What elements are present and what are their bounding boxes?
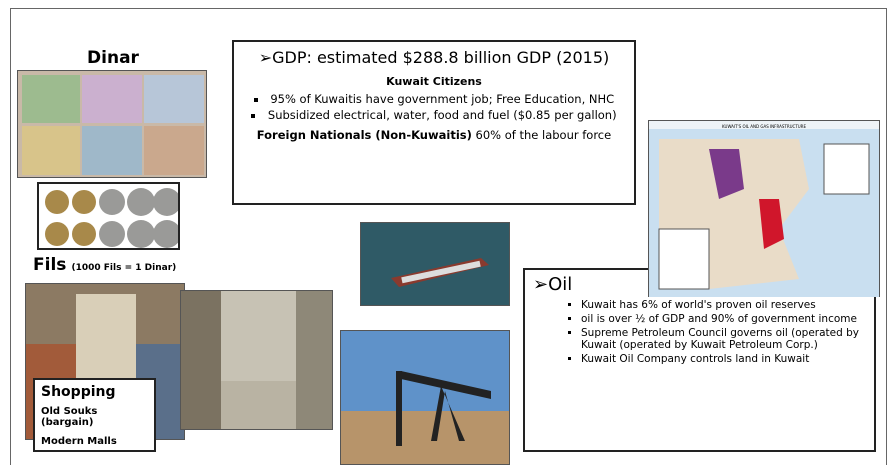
map-drawing	[649, 129, 879, 297]
banknotes-photo	[17, 70, 207, 178]
dinar-label: Dinar	[17, 48, 209, 68]
slide: Dinar Fils (1000 Fils = 1 Dinar) Shoppin…	[0, 0, 894, 465]
street-photo	[180, 290, 333, 430]
map: KUWAIT'S OIL AND GAS INFRASTRUCTURE	[648, 120, 880, 297]
shopping-title: Shopping	[41, 384, 148, 400]
gdp-box: ➢GDP: estimated $288.8 billion GDP (2015…	[232, 40, 636, 205]
fils-note: (1000 Fils = 1 Dinar)	[71, 263, 176, 273]
gdp-footer-rest: 60% of the labour force	[472, 128, 611, 142]
fils-caption: Fils (1000 Fils = 1 Dinar)	[33, 255, 176, 275]
gdp-bullet: Subsidized electrical, water, food and f…	[244, 108, 624, 122]
pumpjack-photo	[340, 330, 510, 465]
gdp-bullet: 95% of Kuwaitis have government job; Fre…	[244, 92, 624, 106]
tanker-photo	[360, 222, 510, 306]
shopping-item: Old Souks (bargain)	[41, 406, 148, 428]
oil-bullet: Kuwait Oil Company controls land in Kuwa…	[581, 353, 866, 365]
oil-bullet: Supreme Petroleum Council governs oil (o…	[581, 327, 866, 351]
shopping-item: Modern Malls	[41, 436, 148, 447]
shopping-box: Shopping Old Souks (bargain) Modern Mall…	[33, 378, 156, 452]
oil-bullet: oil is over ½ of GDP and 90% of governme…	[581, 313, 866, 325]
gdp-title: ➢GDP: estimated $288.8 billion GDP (2015…	[244, 48, 624, 67]
gdp-footer: Foreign Nationals (Non-Kuwaitis) 60% of …	[244, 128, 624, 142]
coins-photo	[37, 182, 180, 250]
gdp-subtitle: Kuwait Citizens	[244, 75, 624, 88]
map-title: KUWAIT'S OIL AND GAS INFRASTRUCTURE	[649, 121, 879, 129]
fils-label: Fils	[33, 255, 66, 275]
gdp-footer-bold: Foreign Nationals (Non-Kuwaitis)	[257, 128, 472, 142]
